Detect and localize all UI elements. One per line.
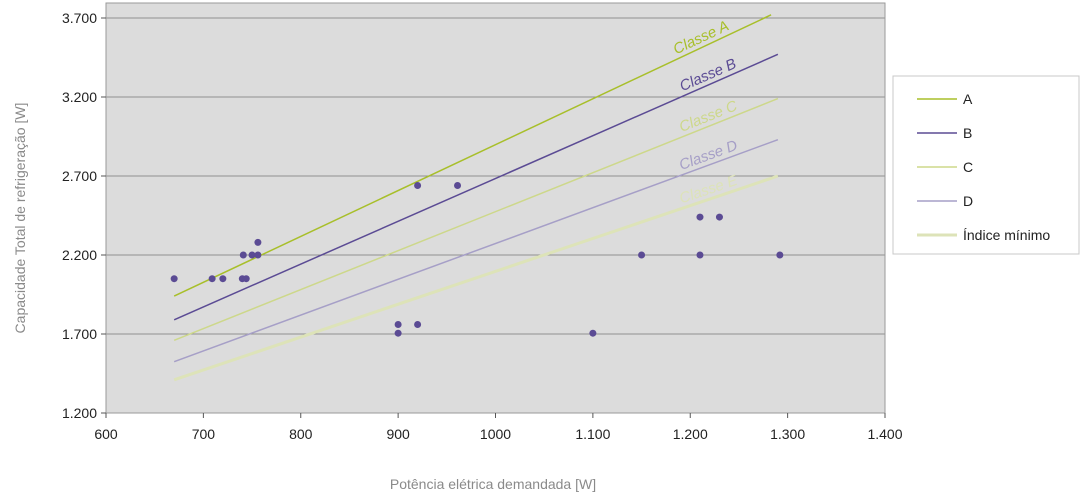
class-line-Índice mínimo [173,174,779,382]
legend-label: Índice mínimo [963,227,1050,243]
x-tick-label: 1000 [480,426,511,442]
legend-box [892,75,1080,255]
class-line-D [173,138,779,363]
gridlines [106,17,885,335]
x-tick-label: 700 [192,426,216,442]
class-line-A [173,14,772,297]
x-tick-label: 1.200 [673,426,708,442]
data-point [715,213,723,221]
data-point [239,251,247,259]
x-tick-label: 800 [289,426,313,442]
y-tick-label: 2.700 [62,168,97,184]
y-axis-ticks: 1.200 1.700 2.200 2.700 3.200 3.700 [62,10,106,421]
data-point [638,251,646,259]
data-points [170,181,784,337]
y-tick-label: 1.200 [62,405,97,421]
legend-label: C [963,159,973,175]
x-tick-label: 1.100 [575,426,610,442]
data-point [696,251,704,259]
x-tick-label: 1.300 [770,426,805,442]
data-point [208,275,216,283]
x-tick-label: 900 [386,426,410,442]
data-point [589,329,597,337]
data-point [170,275,178,283]
class-line-B [173,53,779,321]
data-point [394,321,402,329]
x-tick-label: 1.400 [867,426,902,442]
y-tick-label: 3.700 [62,10,97,26]
data-point [776,251,784,259]
legend-label: B [963,125,972,141]
y-axis-title: Capacidade Total de refrigeração [W] [12,103,28,334]
plot-background [106,3,885,413]
y-tick-label: 1.700 [62,326,97,342]
data-point [254,251,262,259]
x-axis-title: Potência elétrica demandada [W] [390,476,596,492]
data-point [696,213,704,221]
y-tick-label: 2.200 [62,247,97,263]
class-line-C [173,97,779,342]
legend: A B C D Índice mínimo [892,75,1080,255]
data-point [242,275,250,283]
data-point [394,329,402,337]
x-axis-ticks: 600 700 800 900 1000 1.100 1.200 1.300 1.400 [94,413,903,442]
y-tick-label: 3.200 [62,89,97,105]
data-point [219,275,227,283]
data-point [454,181,462,189]
legend-label: A [963,91,973,107]
data-point [414,321,422,329]
data-point [414,181,422,189]
data-point [254,238,262,246]
data-point [248,251,256,259]
legend-label: D [963,193,973,209]
x-tick-label: 600 [94,426,118,442]
class-lines [173,14,779,382]
